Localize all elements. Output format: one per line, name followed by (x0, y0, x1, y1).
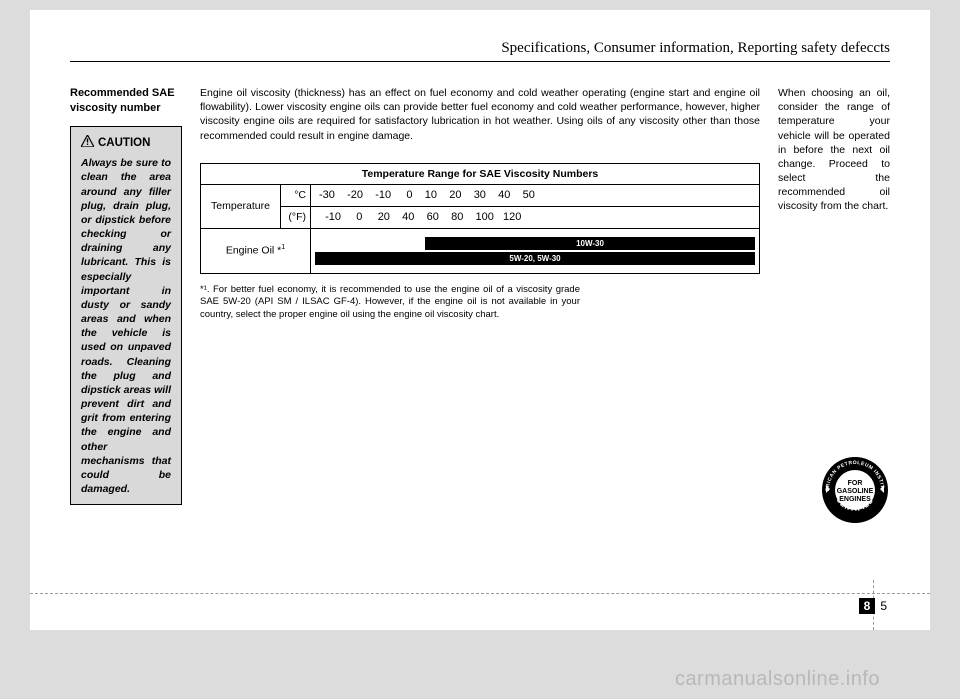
unit-celsius: °C (281, 184, 311, 206)
section-title: Recommended SAE viscosity number (70, 86, 182, 116)
col2-text: Engine oil viscosity (thickness) has an … (200, 86, 760, 143)
unit-fahrenheit: (°F) (281, 206, 311, 228)
temperature-label: Temperature (201, 184, 281, 228)
caution-label: CAUTION (98, 136, 150, 152)
engine-oil-label: Engine Oil *1 (201, 228, 311, 273)
page-index: 5 (877, 598, 890, 614)
dashed-line-horizontal (30, 593, 930, 594)
page-number: 8 5 (859, 598, 890, 614)
section-number: 8 (859, 598, 876, 614)
api-seal-icon: AMERICAN PETROLEUM INSTITUTE CERTIFIED F… (820, 455, 890, 530)
col3-text: When choosing an oil, consider the range… (778, 86, 890, 214)
viscosity-bars: 10W-30 5W-20, 5W-30 (311, 228, 760, 273)
scale-celsius: -30 -20 -10 0 10 20 30 40 50 (311, 184, 760, 206)
caution-title: CAUTION (81, 135, 171, 153)
warning-icon (81, 135, 94, 153)
caution-body: Always be sure to clean the area around … (81, 156, 171, 496)
svg-text:FOR: FOR (848, 480, 863, 487)
column-1: Recommended SAE viscosity number CAUTION… (70, 86, 182, 505)
bar-5w20-5w30: 5W-20, 5W-30 (315, 252, 755, 265)
column-2: Engine oil viscosity (thickness) has an … (200, 86, 760, 505)
content-columns: Recommended SAE viscosity number CAUTION… (70, 86, 890, 505)
column-3: When choosing an oil, consider the range… (778, 86, 890, 505)
chart-title: Temperature Range for SAE Viscosity Numb… (201, 163, 760, 184)
footnote: *¹. For better fuel economy, it is recom… (200, 284, 580, 322)
svg-text:GASOLINE: GASOLINE (837, 488, 874, 495)
manual-page: Specifications, Consumer information, Re… (30, 10, 930, 630)
bar-10w30: 10W-30 (425, 237, 755, 250)
scale-fahrenheit: -10 0 20 40 60 80 100 120 (311, 206, 760, 228)
viscosity-chart: Temperature Range for SAE Viscosity Numb… (200, 163, 760, 322)
caution-box: CAUTION Always be sure to clean the area… (70, 126, 182, 506)
svg-text:ENGINES: ENGINES (839, 496, 871, 503)
page-header: Specifications, Consumer information, Re… (70, 40, 890, 62)
watermark: carmanualsonline.info (675, 668, 880, 691)
